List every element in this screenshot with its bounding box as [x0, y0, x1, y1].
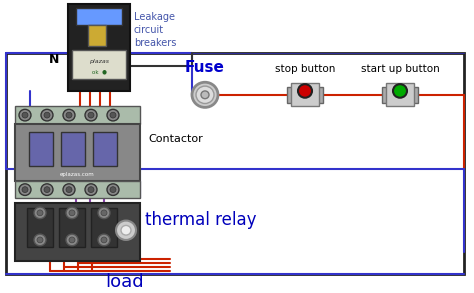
Text: thermal relay: thermal relay — [145, 211, 256, 229]
Bar — [88, 25, 106, 46]
Bar — [287, 87, 323, 103]
Circle shape — [393, 84, 407, 98]
Circle shape — [41, 109, 53, 121]
Circle shape — [98, 234, 110, 246]
Circle shape — [69, 237, 75, 243]
Circle shape — [101, 210, 107, 216]
Text: ok  ●: ok ● — [91, 69, 107, 74]
Circle shape — [22, 112, 28, 118]
Circle shape — [22, 187, 28, 193]
Bar — [15, 106, 140, 124]
Circle shape — [110, 187, 116, 193]
Circle shape — [201, 91, 209, 99]
Circle shape — [19, 184, 31, 195]
Bar — [6, 53, 464, 274]
Circle shape — [66, 207, 78, 219]
Text: Leakage
circuit
breakers: Leakage circuit breakers — [134, 12, 176, 48]
Circle shape — [110, 112, 116, 118]
Bar — [386, 83, 414, 106]
Circle shape — [34, 207, 46, 219]
Bar — [76, 8, 122, 25]
Circle shape — [63, 184, 75, 195]
Circle shape — [88, 112, 94, 118]
Circle shape — [88, 187, 94, 193]
Circle shape — [37, 210, 43, 216]
Bar — [59, 208, 85, 247]
Text: Fuse: Fuse — [185, 60, 225, 76]
Circle shape — [44, 187, 50, 193]
Circle shape — [69, 210, 75, 216]
Circle shape — [192, 82, 218, 108]
Circle shape — [298, 84, 312, 98]
Circle shape — [37, 237, 43, 243]
Bar — [15, 124, 140, 181]
Bar — [15, 203, 140, 261]
Circle shape — [116, 221, 136, 240]
Bar — [15, 181, 140, 198]
Circle shape — [34, 234, 46, 246]
Circle shape — [66, 187, 72, 193]
Circle shape — [41, 184, 53, 195]
Bar — [27, 208, 53, 247]
Circle shape — [107, 184, 119, 195]
Circle shape — [85, 109, 97, 121]
Bar — [91, 208, 117, 247]
Circle shape — [66, 112, 72, 118]
Bar — [61, 132, 85, 166]
Text: stop button: stop button — [275, 64, 335, 74]
Circle shape — [63, 109, 75, 121]
Text: eplazas.com: eplazas.com — [60, 172, 94, 177]
Bar — [29, 132, 53, 166]
Circle shape — [66, 234, 78, 246]
Bar — [93, 132, 117, 166]
Circle shape — [107, 109, 119, 121]
Bar — [382, 87, 418, 103]
Circle shape — [98, 207, 110, 219]
Bar — [72, 50, 126, 79]
Bar — [68, 4, 130, 91]
Circle shape — [44, 112, 50, 118]
Text: N: N — [49, 54, 59, 67]
Circle shape — [85, 184, 97, 195]
Text: Contactor: Contactor — [148, 134, 203, 144]
Text: plazas: plazas — [89, 59, 109, 64]
Circle shape — [19, 109, 31, 121]
Circle shape — [121, 225, 131, 235]
Text: load: load — [105, 273, 144, 291]
Text: start up button: start up button — [361, 64, 439, 74]
Bar — [291, 83, 319, 106]
Circle shape — [101, 237, 107, 243]
Circle shape — [196, 86, 214, 103]
